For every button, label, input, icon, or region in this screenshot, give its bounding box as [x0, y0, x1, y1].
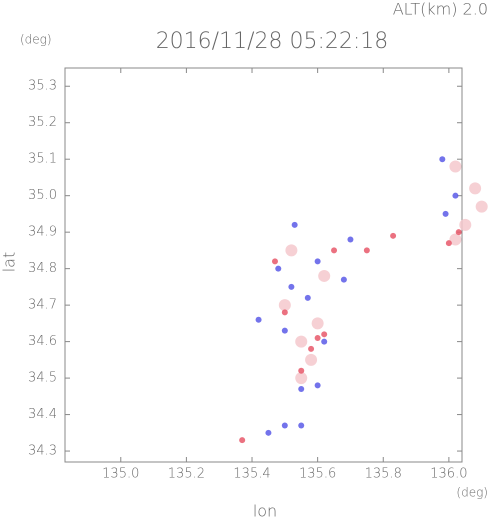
- y-tick-label: 34.5: [28, 371, 57, 386]
- y-axis-label: lat: [0, 252, 19, 273]
- chart-title: 2016/11/28 05:22:18: [156, 29, 389, 54]
- echo-point: [452, 192, 459, 199]
- echo-point: [271, 258, 278, 265]
- echo-point: [285, 244, 298, 257]
- echo-point: [278, 299, 291, 312]
- echo-point: [314, 334, 321, 341]
- echo-point: [281, 327, 288, 334]
- x-unit: (deg): [456, 486, 488, 500]
- echo-point: [308, 345, 315, 352]
- echo-point: [318, 269, 331, 282]
- echo-point: [321, 338, 328, 345]
- echo-point: [321, 331, 328, 338]
- x-tick-label: 135.6: [299, 467, 336, 482]
- y-tick-label: 34.4: [28, 407, 57, 422]
- y-tick-label: 34.7: [28, 298, 57, 313]
- echo-point: [291, 221, 298, 228]
- x-tick-label: 135.4: [233, 467, 270, 482]
- echo-point: [363, 247, 370, 254]
- plot-frame: [64, 67, 463, 463]
- echo-point: [442, 210, 449, 217]
- echo-point: [439, 156, 446, 163]
- echo-point: [304, 294, 311, 301]
- echo-point: [255, 316, 262, 323]
- y-tick-label: 34.6: [28, 334, 57, 349]
- echo-point: [449, 233, 462, 246]
- x-tick-label: 135.0: [102, 467, 139, 482]
- y-tick-label: 34.9: [28, 225, 57, 240]
- echo-point: [455, 229, 462, 236]
- echo-point: [298, 386, 305, 393]
- echo-point: [305, 353, 318, 366]
- altitude-label: ALT(km) 2.0: [393, 0, 488, 19]
- echo-point: [275, 265, 282, 272]
- echo-point: [281, 309, 288, 316]
- y-tick-label: 35.1: [28, 152, 57, 167]
- echo-point: [295, 372, 308, 385]
- y-tick-label: 34.8: [28, 261, 57, 276]
- echo-point: [295, 335, 308, 348]
- echo-point: [331, 247, 338, 254]
- echo-point: [469, 182, 482, 195]
- echo-point: [475, 200, 488, 213]
- echo-point: [347, 236, 354, 243]
- y-tick-label: 34.3: [28, 444, 57, 459]
- echo-point: [314, 382, 321, 389]
- x-tick-label: 135.8: [365, 467, 402, 482]
- echo-point: [298, 367, 305, 374]
- echo-point: [281, 422, 288, 429]
- y-tick-label: 35.3: [28, 79, 57, 94]
- y-tick-label: 35.2: [28, 115, 57, 130]
- echo-point: [445, 240, 452, 247]
- echo-point: [311, 317, 324, 330]
- y-unit: (deg): [20, 33, 52, 47]
- echo-point: [314, 258, 321, 265]
- y-tick-label: 35.0: [28, 188, 57, 203]
- echo-point: [265, 429, 272, 436]
- x-tick-label: 135.2: [168, 467, 205, 482]
- x-axis-label: lon: [253, 502, 277, 521]
- echo-point: [288, 283, 295, 290]
- echo-point: [390, 232, 397, 239]
- echo-point: [449, 160, 462, 173]
- echo-point: [340, 276, 347, 283]
- echo-point: [459, 218, 472, 231]
- echo-point: [239, 437, 246, 444]
- echo-point: [298, 422, 305, 429]
- x-tick-label: 136.0: [430, 467, 467, 482]
